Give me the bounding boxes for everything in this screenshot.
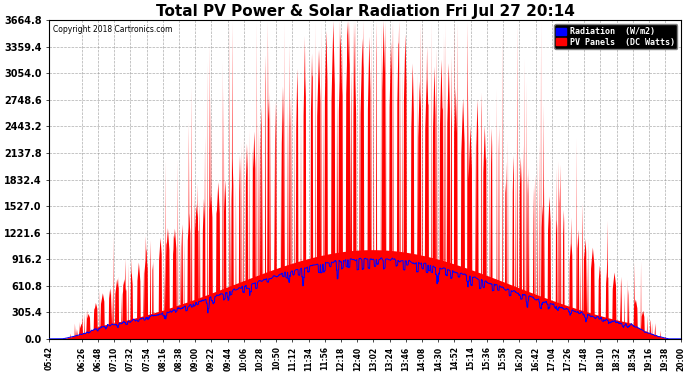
Text: Copyright 2018 Cartronics.com: Copyright 2018 Cartronics.com bbox=[52, 25, 172, 34]
Title: Total PV Power & Solar Radiation Fri Jul 27 20:14: Total PV Power & Solar Radiation Fri Jul… bbox=[156, 4, 575, 19]
Legend: Radiation  (W/m2), PV Panels  (DC Watts): Radiation (W/m2), PV Panels (DC Watts) bbox=[554, 24, 677, 49]
